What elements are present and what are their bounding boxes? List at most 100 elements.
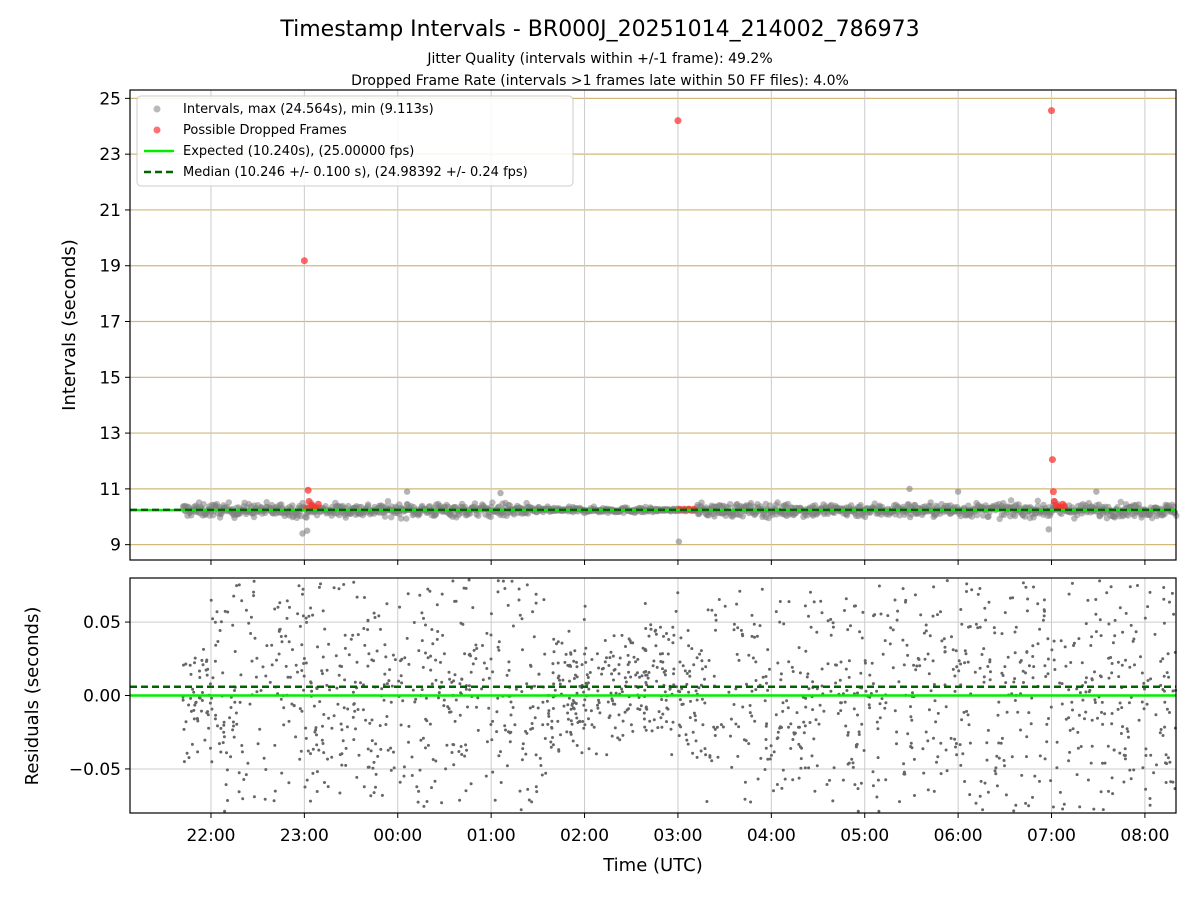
residual-point	[535, 790, 539, 794]
residual-point	[450, 751, 454, 754]
residual-point	[968, 625, 972, 628]
residual-point	[452, 763, 456, 767]
residual-point	[626, 663, 630, 667]
residual-point	[703, 747, 707, 751]
residual-point	[1068, 750, 1072, 754]
residual-point	[575, 660, 578, 664]
residual-point	[388, 668, 392, 672]
residual-point	[904, 600, 907, 604]
residual-point	[426, 587, 430, 591]
residual-point	[817, 722, 821, 726]
residual-point	[532, 635, 536, 639]
residual-point	[1103, 761, 1107, 765]
residual-point	[550, 726, 554, 730]
residual-point	[624, 645, 627, 648]
residual-point	[569, 652, 573, 656]
residual-point	[754, 660, 758, 664]
dropped-frame-point	[304, 486, 312, 494]
residual-point	[419, 738, 423, 742]
residual-point	[839, 701, 843, 705]
residual-point	[929, 689, 933, 693]
residual-point	[909, 705, 912, 709]
residual-point	[812, 737, 816, 741]
residual-point	[951, 667, 955, 671]
residual-point	[750, 689, 754, 693]
residual-point	[1003, 665, 1007, 669]
residual-point	[1120, 706, 1124, 710]
residual-point	[1137, 718, 1141, 722]
residual-point	[517, 598, 521, 602]
residual-point	[572, 707, 576, 711]
residual-point	[1047, 717, 1050, 720]
residual-point	[367, 652, 371, 656]
residual-point	[861, 610, 865, 614]
residual-point	[703, 677, 706, 681]
residual-point	[1045, 722, 1049, 726]
interval-point	[811, 502, 819, 509]
residual-point	[509, 700, 513, 704]
residual-point	[431, 758, 435, 761]
residual-point	[1084, 680, 1088, 684]
residual-point	[743, 780, 747, 784]
residual-point	[1120, 663, 1124, 667]
residual-point	[451, 579, 455, 583]
residual-point	[425, 800, 429, 803]
residual-point	[280, 640, 284, 644]
residual-point	[772, 750, 776, 754]
residual-point	[369, 794, 373, 798]
residual-point	[791, 778, 795, 782]
residual-point	[385, 602, 389, 606]
residual-point	[868, 673, 872, 677]
residual-point	[458, 798, 462, 802]
residual-point	[529, 664, 533, 668]
residual-point	[580, 751, 584, 755]
residual-point	[330, 755, 334, 759]
residual-point	[1132, 768, 1136, 772]
residual-point	[556, 640, 560, 644]
residual-point	[407, 662, 411, 666]
residual-point	[659, 660, 663, 663]
residual-point	[611, 654, 615, 658]
residual-point	[803, 766, 807, 770]
residual-point	[475, 705, 478, 709]
interval-point	[973, 511, 981, 519]
residual-point	[1099, 790, 1103, 794]
residual-point	[553, 688, 557, 692]
residual-point	[357, 753, 361, 757]
residual-point	[222, 723, 226, 727]
residual-point	[284, 664, 288, 668]
residual-point	[679, 725, 683, 729]
dropped-frame-rate-subtitle: Dropped Frame Rate (intervals >1 frames …	[351, 73, 849, 89]
residual-point	[807, 687, 811, 691]
residual-point	[822, 709, 826, 713]
residual-point	[555, 642, 558, 646]
residual-point	[229, 755, 233, 759]
residual-point	[699, 749, 703, 753]
residual-point	[1083, 717, 1086, 721]
residual-point	[1088, 688, 1092, 692]
interval-point	[384, 498, 392, 505]
residual-point	[337, 587, 341, 591]
residual-point	[931, 614, 935, 618]
residual-point	[1043, 664, 1047, 668]
residual-point	[895, 730, 899, 734]
residual-point	[320, 738, 324, 742]
residual-point	[927, 672, 931, 676]
residual-point	[776, 661, 780, 665]
residual-point	[1025, 755, 1028, 759]
residual-point	[678, 698, 682, 702]
residual-point	[1013, 677, 1017, 681]
residual-point	[1075, 687, 1079, 691]
residual-point	[374, 742, 378, 746]
residual-point	[370, 658, 374, 662]
interval-point	[403, 515, 410, 522]
residual-point	[309, 799, 312, 803]
residual-point	[714, 628, 717, 632]
residual-point	[1143, 687, 1146, 691]
residual-point	[605, 753, 609, 757]
residual-point	[352, 738, 356, 742]
residual-point	[871, 682, 875, 686]
residual-point	[834, 681, 838, 685]
residual-point	[955, 753, 959, 757]
residual-point	[689, 699, 692, 703]
